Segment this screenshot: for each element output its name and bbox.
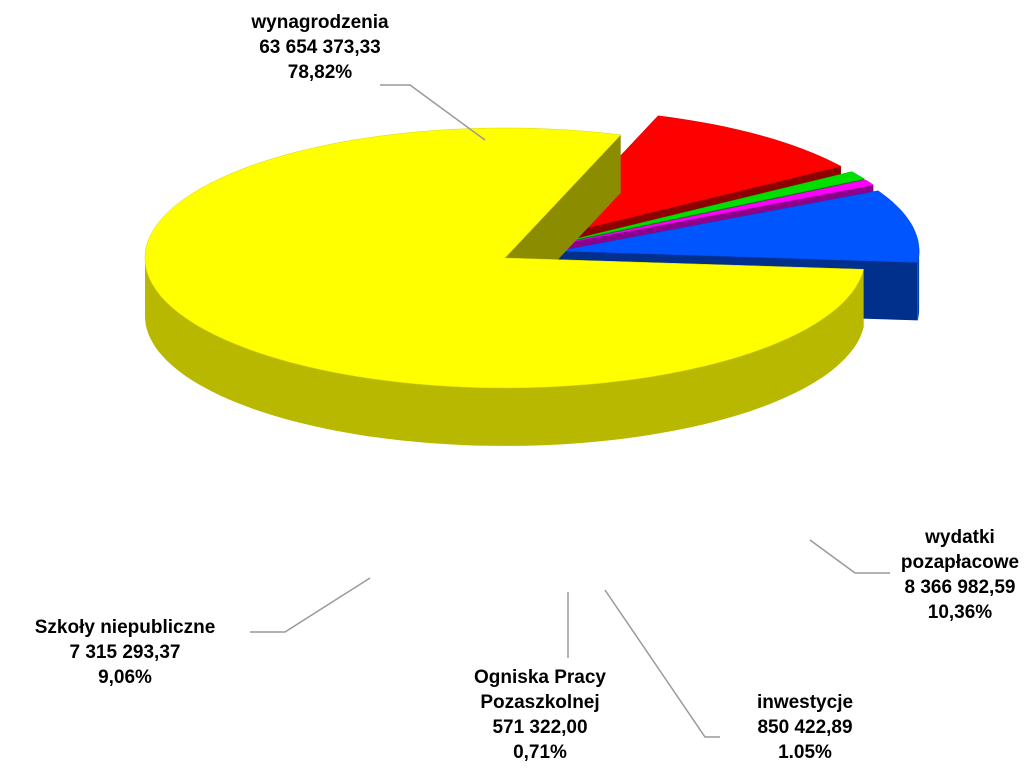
slice (554, 179, 875, 246)
slice-amount: 8 366 982,59 (904, 577, 1016, 598)
slices (144, 115, 920, 446)
slice-name: wynagrodzenia (251, 12, 389, 33)
leader-line (809, 539, 890, 574)
slice (559, 190, 920, 263)
label: wydatki pozapłacowe 8 366 982,59 10,36% (890, 525, 1030, 625)
label: inwestycje 850 422,89 1.05% (725, 690, 885, 765)
slice-name: inwestycje (756, 692, 854, 713)
slice-wall (145, 258, 864, 446)
slice-percent: 9,06% (98, 667, 152, 688)
slice (553, 171, 866, 245)
slice-amount: 7 315 293,37 (69, 642, 181, 663)
label: Ogniska Pracy Pozaszkolnej 571 322,00 0,… (450, 665, 630, 765)
leader-line (250, 577, 371, 633)
slice (541, 115, 842, 240)
slice-name: Ogniska Pracy Pozaszkolnej (473, 667, 607, 713)
slice-amount: 850 422,89 (757, 717, 853, 738)
slice-percent: 10,36% (927, 602, 993, 623)
label: wynagrodzenia 63 654 373,33 78,82% (220, 10, 420, 85)
label: Szkoły niepubliczne 7 315 293,37 9,06% (0, 615, 250, 690)
slice-wall (917, 251, 920, 321)
slice-name: wydatki pozapłacowe (900, 527, 1020, 573)
slice-amount: 63 654 373,33 (259, 37, 381, 58)
leader-line (604, 589, 720, 738)
slice (144, 127, 864, 389)
slice-percent: 1.05% (778, 742, 832, 763)
slice-percent: 78,82% (287, 62, 353, 83)
slice-percent: 0,71% (513, 742, 567, 763)
slice-amount: 571 322,00 (492, 717, 588, 738)
leader-line (380, 84, 486, 141)
slice-name: Szkoły niepubliczne (34, 617, 216, 638)
